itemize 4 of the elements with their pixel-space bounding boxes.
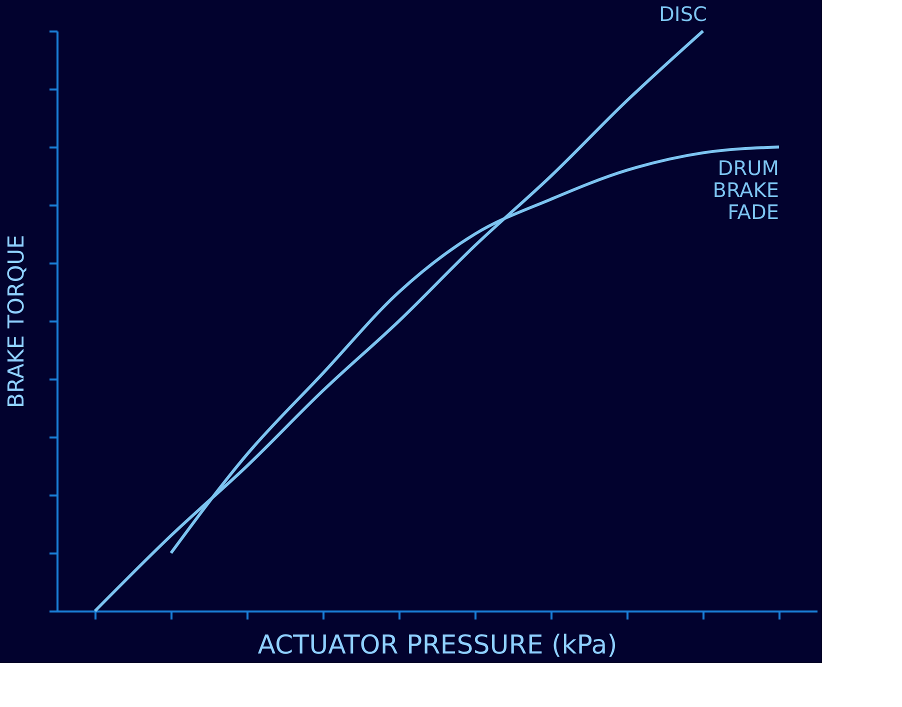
series-label: DISC xyxy=(659,2,707,26)
series-label: DRUM BRAKE FADE xyxy=(712,156,779,224)
x-axis-title: ACTUATOR PRESSURE (kPa) xyxy=(258,630,618,660)
y-axis-title: BRAKE TORQUE xyxy=(4,234,30,408)
